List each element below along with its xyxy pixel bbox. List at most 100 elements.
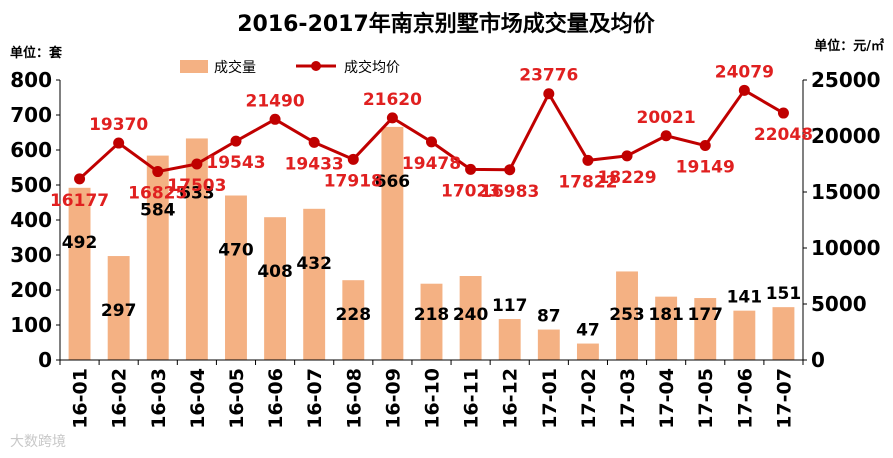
x-axis-tick-label: 16-01 [70,368,92,429]
bar-volume-17-06 [733,310,756,360]
bar-volume-17-02 [576,343,599,360]
x-axis-tick-label: 17-02 [578,368,600,429]
line-point-price-17-04 [660,130,672,142]
line-point-price-16-02 [113,137,125,149]
line-point-price-17-05 [699,140,711,152]
line-value-label-16-12: 16983 [480,182,539,202]
left-axis-tick-label: 800 [10,68,52,92]
bar-value-label-17-06: 141 [727,288,763,308]
right-axis-tick-label: 0 [811,348,825,372]
left-axis-tick-label: 0 [38,348,52,372]
bar-volume-16-02 [107,256,130,360]
right-axis-tick-label: 25000 [811,68,881,92]
right-axis-tick-label: 15000 [811,180,881,204]
bar-volume-17-05 [694,298,717,360]
bar-volume-17-03 [616,271,638,360]
legend: 成交量 成交均价 [180,59,400,76]
bar-value-label-16-02: 297 [101,301,137,321]
line-point-price-16-06 [269,113,281,125]
left-axis-tick-label: 200 [10,278,52,302]
x-axis-tick-label: 16-05 [226,368,248,429]
bar-volume-16-11 [459,276,482,360]
bar-value-label-16-08: 228 [336,305,372,325]
x-axis-tick-label: 17-06 [734,368,756,429]
line-value-label-16-11: 17023 [441,181,500,201]
line-value-label-16-03: 16825 [128,184,187,204]
bar-volume-17-04 [655,296,678,360]
bar-volume-16-10 [420,283,443,360]
right-axis-tick-label: 10000 [811,236,881,260]
left-axis-unit-label: 单位：套 [10,45,63,61]
x-axis-tick-label: 16-09 [382,368,404,429]
line-value-label-16-07: 19433 [285,154,344,174]
bar-volume-16-08 [342,280,365,360]
bar-volume-16-06 [264,217,287,360]
legend-swatch-volume [180,60,208,73]
line-point-price-17-02 [582,154,594,166]
line-point-price-16-01 [74,173,86,185]
line-value-label-16-06: 21490 [246,91,305,111]
x-axis-tick-label: 16-11 [461,368,483,429]
line-value-label-16-10: 19478 [402,154,461,174]
right-axis-tick-label: 5000 [811,292,867,316]
line-point-price-16-12 [504,164,516,176]
watermark-logo: 大数跨境 [10,434,66,450]
line-value-label-16-05: 19543 [206,153,265,173]
line-point-price-17-01 [543,88,555,100]
bar-value-label-17-02: 47 [576,321,600,341]
x-axis-tick-label: 17-05 [695,368,717,429]
line-value-label-16-02: 19370 [89,115,148,135]
line-value-label-16-01: 16177 [50,191,109,211]
left-axis-tick-label: 600 [10,138,52,162]
x-axis-tick-label: 16-02 [109,368,131,429]
bar-value-label-16-12: 117 [492,296,528,316]
bar-value-label-16-07: 432 [296,254,332,274]
line-point-price-16-11 [465,163,477,175]
bar-volume-16-03 [146,155,169,360]
line-value-label-16-09: 21620 [363,90,422,110]
bar-value-label-16-04: 633 [179,183,215,203]
left-axis-tick-label: 400 [10,208,52,232]
bar-value-label-17-01: 87 [537,307,561,327]
bar-volume-16-09 [381,126,404,361]
left-axis-tick-label: 700 [10,103,52,127]
bar-value-label-16-10: 218 [414,305,450,325]
x-axis-tick-label: 17-07 [773,368,795,429]
left-axis-tick-label: 100 [10,313,52,337]
bar-volume-16-04 [185,138,208,360]
line-point-price-16-05 [230,135,242,147]
line-point-price-17-06 [738,84,750,96]
bar-value-label-16-05: 470 [218,241,254,261]
x-axis-tick-label: 16-04 [187,368,209,429]
right-axis-unit-label: 单位：元/㎡ [814,38,884,54]
line-point-price-16-08 [347,153,359,165]
line-value-label-17-03: 18229 [597,168,656,188]
bar-volume-16-05 [225,195,247,360]
line-value-label-17-04: 20021 [637,108,696,128]
bar-volume-16-01 [68,187,91,360]
bar-value-label-17-05: 177 [687,305,723,325]
line-point-price-17-03 [621,150,633,162]
x-axis-tick-label: 17-04 [656,368,678,429]
bar-value-label-17-04: 181 [648,305,684,325]
plot-area: 0 100 200 300 400 500 600 700 800 0 5000 10000 15000… [10,62,880,428]
x-axis-tick-label: 16-10 [422,368,444,429]
x-axis-tick-label: 17-03 [617,368,639,429]
chart-title: 2016-2017年南京别墅市场成交量及均价 [237,11,656,37]
x-axis-tick-label: 16-12 [500,368,522,429]
bar-volume-17-01 [537,329,560,360]
x-axis-tick-label: 16-06 [265,368,287,429]
line-point-price-16-03 [152,166,164,178]
bar-value-label-16-09: 666 [375,172,411,192]
line-point-price-17-07 [777,107,789,119]
bar-value-label-16-11: 240 [453,305,489,325]
x-axis-tick-label: 16-07 [304,368,326,429]
line-point-price-16-10 [426,136,437,148]
bar-value-label-16-03: 584 [140,201,176,221]
x-axis-tick-label: 16-03 [148,368,170,429]
x-axis-tick-label: 16-08 [343,368,365,429]
line-value-label-16-04: 17503 [167,176,226,196]
legend-marker-price [311,61,321,71]
legend-label-price: 成交均价 [344,59,400,76]
